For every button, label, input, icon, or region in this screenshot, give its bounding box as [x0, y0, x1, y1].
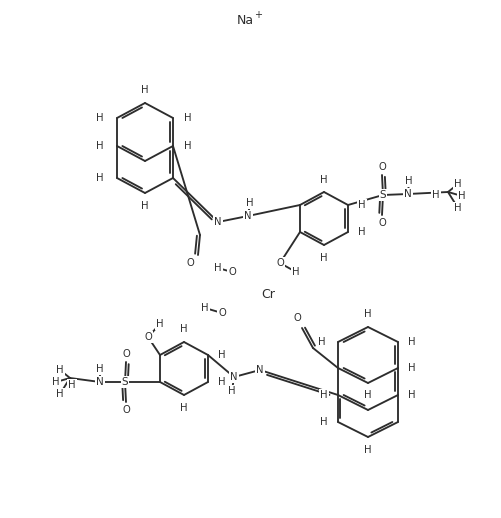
Text: H: H — [320, 253, 327, 263]
Text: N: N — [230, 372, 237, 382]
Text: H: H — [320, 417, 327, 427]
Text: H: H — [214, 263, 221, 273]
Text: N: N — [244, 211, 251, 221]
Text: H: H — [364, 390, 371, 400]
Text: H: H — [52, 377, 60, 387]
Text: O: O — [276, 258, 283, 268]
Text: H: H — [246, 198, 253, 208]
Text: H: H — [218, 377, 225, 387]
Text: O: O — [293, 313, 300, 323]
Text: H: H — [407, 337, 415, 347]
Text: H: H — [180, 324, 187, 334]
Text: O: O — [144, 332, 152, 342]
Text: H: H — [56, 389, 64, 399]
Text: H: H — [141, 201, 148, 211]
Text: H: H — [457, 191, 465, 201]
Text: Na: Na — [236, 13, 253, 26]
Text: H: H — [358, 227, 365, 237]
Text: H: H — [364, 309, 371, 319]
Text: H: H — [320, 175, 327, 185]
Text: H: H — [184, 113, 191, 123]
Text: O: O — [218, 308, 225, 318]
Text: H: H — [292, 267, 299, 277]
Text: N: N — [403, 189, 411, 199]
Text: Cr: Cr — [261, 289, 275, 301]
Text: H: H — [453, 179, 461, 189]
Text: H: H — [431, 190, 439, 200]
Text: N: N — [214, 217, 221, 227]
Text: H: H — [96, 364, 104, 374]
Text: H: H — [180, 403, 187, 413]
Text: O: O — [377, 218, 385, 228]
Text: H: H — [453, 203, 461, 213]
Text: O: O — [227, 267, 235, 277]
Text: H: H — [364, 445, 371, 455]
Text: H: H — [404, 176, 412, 186]
Text: H: H — [96, 141, 104, 151]
Text: H: H — [56, 365, 64, 375]
Text: H: H — [320, 417, 327, 427]
Text: H: H — [218, 350, 225, 360]
Text: H: H — [96, 173, 104, 183]
Text: H: H — [407, 363, 415, 373]
Text: +: + — [254, 10, 262, 20]
Text: H: H — [156, 319, 163, 329]
Text: H: H — [318, 337, 325, 347]
Text: H: H — [96, 113, 104, 123]
Text: N: N — [96, 377, 104, 387]
Text: H: H — [228, 386, 235, 396]
Text: S: S — [379, 190, 386, 200]
Text: N: N — [256, 365, 263, 375]
Text: O: O — [186, 258, 193, 268]
Text: S: S — [121, 377, 128, 387]
Text: H: H — [68, 380, 76, 390]
Text: H: H — [407, 390, 415, 400]
Text: H: H — [184, 141, 191, 151]
Text: O: O — [122, 405, 130, 415]
Text: H: H — [358, 200, 365, 210]
Text: H: H — [141, 85, 148, 95]
Text: H: H — [320, 390, 327, 400]
Text: H: H — [201, 303, 208, 313]
Text: O: O — [122, 349, 130, 359]
Text: O: O — [377, 162, 385, 172]
